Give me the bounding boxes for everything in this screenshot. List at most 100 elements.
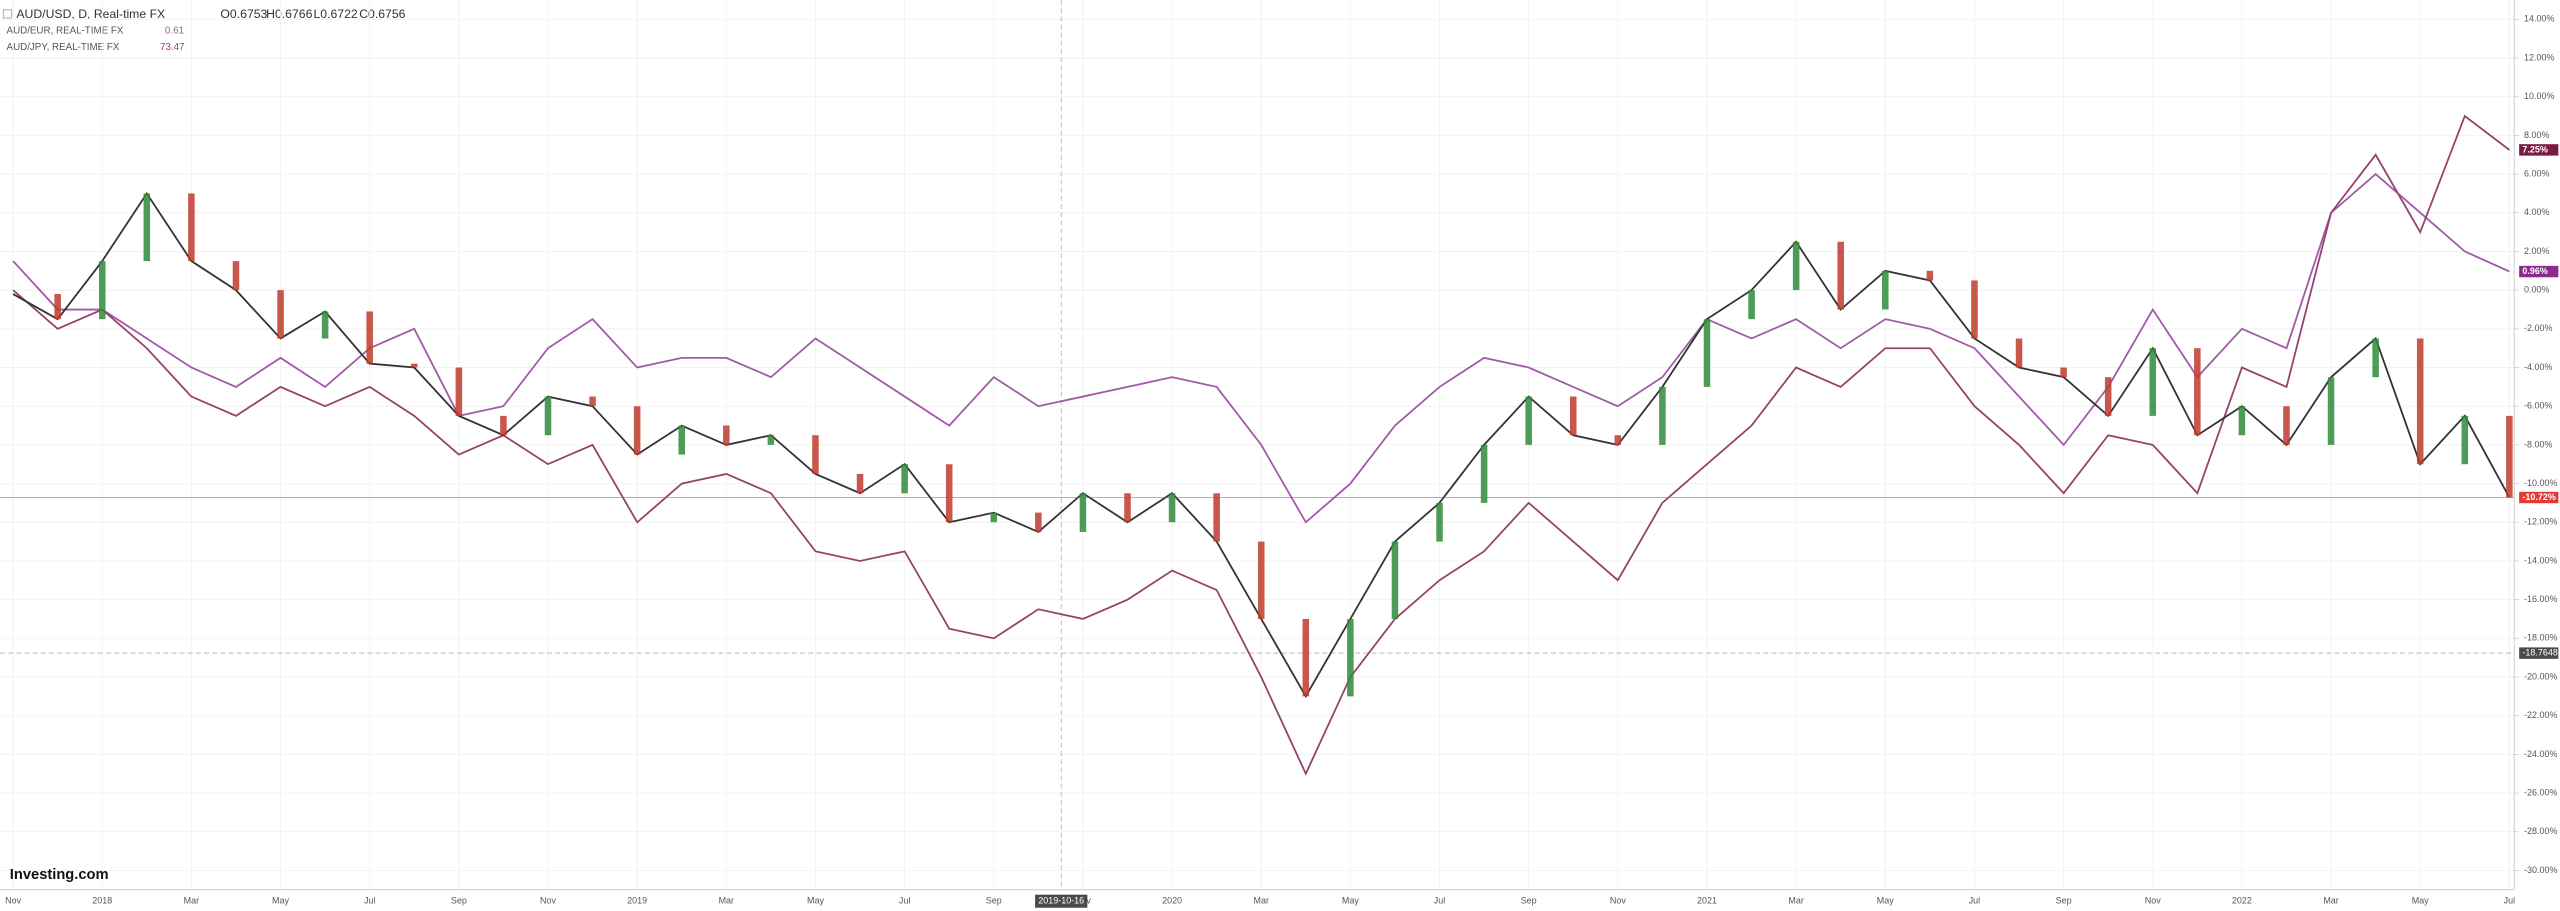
candle (544, 396, 552, 436)
y-tick-label: -14.00% (2524, 555, 2557, 565)
x-tick-label: May (807, 896, 824, 906)
candle (1168, 493, 1176, 523)
y-tick-label: -20.00% (2524, 671, 2557, 681)
candle (2461, 415, 2469, 465)
candle (2104, 377, 2112, 416)
x-tick-label: 2020 (1162, 896, 1182, 906)
candle (54, 294, 61, 320)
candle (856, 473, 864, 494)
legend-value: 73.47 (160, 42, 184, 53)
series-line (12, 114, 2510, 776)
candle (945, 464, 953, 523)
candle (143, 193, 151, 262)
y-tick-label: 14.00% (2524, 14, 2554, 24)
ohlc-low: L0.6722 (313, 7, 357, 21)
crosshair-x-label: 2019-10-16 (1038, 896, 1084, 906)
candle (1792, 241, 1800, 291)
y-tick-label: 2.00% (2524, 246, 2549, 256)
candle (277, 290, 284, 339)
candle (455, 367, 463, 416)
candle (98, 261, 106, 320)
candle (232, 261, 240, 291)
candle (1124, 493, 1131, 523)
candle (2194, 348, 2201, 436)
candle (321, 311, 329, 339)
y-tick-label: 12.00% (2524, 52, 2554, 62)
crosshair-y-tag (2519, 647, 2559, 659)
last-value-tag (2519, 144, 2559, 156)
candle (589, 396, 596, 407)
candle (1971, 280, 1978, 339)
y-tick-label: -4.00% (2524, 362, 2552, 372)
x-tick-label: Mar (719, 896, 734, 906)
candle (1569, 396, 1577, 436)
y-tick-label: -12.00% (2524, 517, 2557, 527)
x-tick-label: May (1342, 896, 1359, 906)
x-tick-label: Jul (1434, 896, 1445, 906)
candle (812, 435, 819, 474)
candle (1035, 512, 1042, 532)
crosshair-x-tag (1035, 894, 1088, 908)
y-tick-label: -8.00% (2524, 439, 2552, 449)
candle (2506, 415, 2513, 498)
x-tick-label: Jul (2504, 896, 2515, 906)
candle (2372, 338, 2379, 378)
x-tick-label: Jul (899, 896, 910, 906)
y-tick-label: 8.00% (2524, 130, 2549, 140)
ohlc-high: H0.6766 (266, 7, 312, 21)
candle (723, 425, 730, 445)
ohlc-close: C0.6756 (359, 7, 405, 21)
x-tick-label: May (1877, 896, 1894, 906)
y-tick-label: -6.00% (2524, 401, 2552, 411)
x-tick-label: Jul (364, 896, 375, 906)
candle (1659, 386, 1666, 445)
x-tick-label: 2018 (92, 896, 112, 906)
x-tick-label: Nov (1610, 896, 1626, 906)
y-tick-label: -22.00% (2524, 710, 2557, 720)
candle (2238, 406, 2246, 436)
candle (1436, 502, 1443, 542)
ohlc-open: O0.6753 (220, 7, 267, 21)
candle (901, 464, 908, 494)
legend-entry: AUD/EUR, REAL-TIME FX (7, 26, 124, 37)
y-tick-label: -28.00% (2524, 826, 2557, 836)
x-tick-label: 2021 (1697, 896, 1717, 906)
y-tick-label: -10.00% (2524, 478, 2557, 488)
candle (1748, 290, 1755, 320)
candle (2149, 348, 2157, 416)
x-tick-label: Mar (1253, 896, 1268, 906)
x-tick-label: Sep (986, 896, 1002, 906)
y-tick-label: -24.00% (2524, 749, 2557, 759)
y-tick-label: 4.00% (2524, 207, 2549, 217)
x-tick-label: Nov (2145, 896, 2161, 906)
y-tick-label: -26.00% (2524, 787, 2557, 797)
x-tick-label: May (272, 896, 289, 906)
last-value-label: 7.25% (2522, 144, 2547, 154)
y-tick-label: -18.00% (2524, 633, 2557, 643)
x-tick-label: Mar (1788, 896, 1803, 906)
candle (1480, 444, 1488, 503)
y-tick-label: 10.00% (2524, 91, 2554, 101)
candle (767, 435, 775, 445)
crosshair-y-label: -18.7648 (2522, 647, 2557, 657)
x-tick-label: Nov (5, 896, 21, 906)
collapse-icon[interactable] (2, 9, 12, 19)
candle (1703, 319, 1711, 387)
y-tick-label: -16.00% (2524, 594, 2557, 604)
candle (1525, 396, 1532, 445)
legend: AUD/USD, D, Real-time FX O0.6753 H0.6766… (2, 7, 406, 53)
legend-title: AUD/USD, D, Real-time FX (16, 7, 165, 21)
candle (633, 406, 641, 455)
candle (678, 425, 685, 455)
x-tick-label: Nov (540, 896, 556, 906)
x-tick-label: Jul (1969, 896, 1980, 906)
y-tick-label: 6.00% (2524, 168, 2549, 178)
candle (990, 512, 998, 523)
candle (1882, 270, 1889, 310)
last-value-label: -10.72% (2522, 492, 2555, 502)
candle (2015, 338, 2023, 368)
y-tick-label: -30.00% (2524, 865, 2557, 875)
